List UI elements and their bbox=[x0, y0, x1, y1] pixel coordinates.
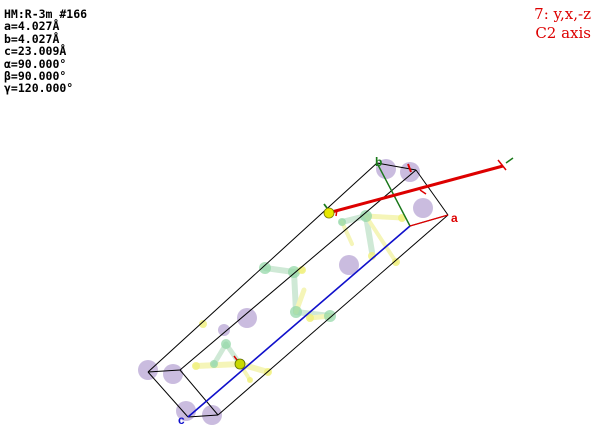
atom bbox=[247, 377, 253, 383]
c-axis-line bbox=[187, 225, 411, 418]
atom bbox=[288, 266, 300, 278]
heavy-atoms bbox=[138, 159, 433, 425]
atom bbox=[163, 364, 183, 384]
axis-label-b: b bbox=[375, 155, 382, 169]
cell-edge bbox=[147, 371, 189, 418]
atom bbox=[360, 210, 372, 222]
atom bbox=[237, 308, 257, 328]
unit-cell-edges bbox=[147, 162, 449, 418]
cell-alpha-label: α=90.000° bbox=[4, 56, 67, 71]
atom bbox=[306, 314, 314, 322]
highlighted-atom bbox=[323, 207, 335, 219]
cell-edge bbox=[179, 369, 219, 416]
cell-edge bbox=[187, 414, 219, 418]
highlighted-atom bbox=[234, 358, 246, 370]
cell-edge bbox=[415, 169, 449, 216]
bond bbox=[364, 214, 398, 264]
atom bbox=[218, 324, 230, 336]
atom bbox=[176, 401, 196, 421]
c2-axis bbox=[233, 157, 514, 365]
c2-axis-tick bbox=[505, 157, 514, 164]
cell-b-label: b=4.027Å bbox=[4, 31, 60, 46]
axis-label-c: c bbox=[178, 413, 185, 427]
cell-beta-label: β=90.000° bbox=[4, 69, 67, 84]
cell-edge bbox=[217, 214, 449, 416]
c2-axis-tick bbox=[497, 159, 507, 171]
c2-axis-line bbox=[327, 164, 504, 215]
bond bbox=[363, 213, 405, 221]
space-group-label: HM:R-3m #166 bbox=[4, 7, 88, 21]
bond bbox=[340, 220, 354, 246]
atom bbox=[259, 262, 271, 274]
atom bbox=[192, 362, 200, 370]
cell-c-label: c=23.009Å bbox=[4, 44, 67, 59]
symmetry-operation-label: 7: y,x,-z bbox=[534, 5, 591, 23]
atom bbox=[221, 339, 231, 349]
atom bbox=[338, 218, 346, 226]
c2-axis-tick bbox=[407, 163, 412, 173]
cell-edge bbox=[147, 369, 181, 373]
atom bbox=[339, 255, 359, 275]
yellow-atoms bbox=[192, 214, 406, 383]
bond bbox=[193, 361, 243, 369]
cell-edge bbox=[147, 162, 378, 373]
c2-axis-tick bbox=[335, 209, 338, 217]
atom bbox=[392, 258, 400, 266]
atom bbox=[290, 306, 302, 318]
a-axis-line bbox=[409, 214, 449, 227]
c2-axis-tick bbox=[419, 189, 427, 195]
atom bbox=[199, 320, 207, 328]
atom bbox=[138, 360, 158, 380]
bonds bbox=[193, 213, 405, 382]
atom bbox=[210, 360, 218, 368]
atom bbox=[324, 310, 336, 322]
symmetry-operation-info: 7: y,x,-z C2 axis bbox=[534, 5, 591, 43]
cell-a-label: a=4.027Å bbox=[4, 19, 60, 34]
cell-edge bbox=[179, 169, 417, 371]
green-atoms bbox=[210, 210, 372, 368]
bond bbox=[363, 213, 375, 255]
axis-label-a: a bbox=[451, 211, 458, 225]
symmetry-element-label: C2 axis bbox=[535, 24, 591, 42]
unit-cell-info: HM:R-3m #166 a=4.027Å b=4.027Å c=23.009Å… bbox=[4, 8, 87, 95]
cell-gamma-label: γ=120.000° bbox=[4, 81, 74, 96]
atom bbox=[413, 198, 433, 218]
bond bbox=[291, 269, 299, 315]
